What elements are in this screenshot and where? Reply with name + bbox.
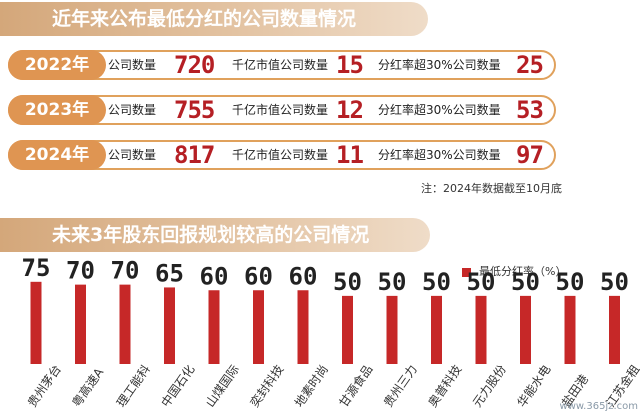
category-label-4: 中国石化: [158, 362, 198, 410]
legend-label: 最低分红率（%）: [479, 265, 567, 278]
bar-4: [164, 287, 175, 364]
value-label-10: 50: [422, 268, 451, 296]
stats-row-2024: 2024年 公司数量 817 千亿市值公司数量 11 分红率超30%公司数量 9…: [8, 140, 556, 170]
large-cap-value: 15: [336, 51, 364, 79]
stats-row-2022: 2022年 公司数量 720 千亿市值公司数量 15 分红率超30%公司数量 2…: [8, 50, 556, 80]
category-label-11: 元力股份: [470, 362, 509, 409]
category-label-5: 山煤国际: [203, 362, 242, 409]
bar-10: [431, 295, 442, 364]
value-label-11: 50: [467, 268, 496, 296]
value-label-4: 65: [155, 259, 184, 287]
stats-row-2023: 2023年 公司数量 755 千亿市值公司数量 12 分红率超30%公司数量 5…: [8, 95, 556, 125]
section2-banner: 未来3年股东回报规划较高的公司情况: [0, 218, 430, 252]
section1-title: 近年来公布最低分红的公司数量情况: [52, 8, 357, 30]
category-label-6: 奕封科技: [247, 362, 287, 410]
large-cap-value: 11: [336, 141, 364, 169]
companies-label: 公司数量: [108, 103, 157, 117]
value-label-13: 50: [556, 268, 585, 296]
companies-label: 公司数量: [108, 148, 157, 162]
category-label-12: 华能水电: [514, 362, 553, 409]
chart-legend: 最低分红率（%）: [462, 263, 566, 279]
large-cap-label: 千亿市值公司数量: [232, 148, 329, 162]
category-label-9: 贵州三力: [381, 362, 420, 409]
category-label-7: 地素时尚: [292, 362, 331, 409]
payout-value: 53: [516, 96, 544, 124]
bar-1: [30, 281, 42, 364]
value-label-12: 50: [511, 268, 540, 296]
bar-2: [75, 284, 86, 364]
footnote: 注：2024年数据截至10月底: [421, 182, 562, 195]
payout-bar-chart: 75 贵州茅台 70 粤高速A 70 理工能科 65 中国石化 60 山煤国际 60 奕封科技 60 地素…: [22, 258, 640, 410]
value-label-14: 50: [600, 268, 629, 296]
large-cap-label: 千亿市值公司数量: [232, 103, 329, 117]
year-label: 2022年: [8, 50, 106, 80]
bar-13: [564, 295, 576, 364]
value-label-1: 75: [22, 258, 51, 282]
section1-banner: 近年来公布最低分红的公司数量情况: [0, 2, 428, 36]
value-label-2: 70: [66, 258, 95, 285]
payout-label: 分红率超30%公司数量: [378, 58, 501, 72]
payout-value: 97: [516, 141, 544, 169]
value-label-3: 70: [111, 258, 140, 285]
bar-3: [119, 284, 131, 364]
bar-14: [609, 295, 620, 364]
category-label-2: 粤高速A: [69, 364, 107, 409]
companies-value: 720: [174, 51, 215, 79]
watermark: www.365jz.com: [559, 401, 638, 412]
payout-value: 25: [516, 51, 544, 79]
year-label: 2023年: [8, 95, 106, 125]
category-label-3: 理工能科: [114, 362, 153, 409]
category-label-10: 奥普科技: [425, 362, 464, 409]
section2-title: 未来3年股东回报规划较高的公司情况: [52, 224, 370, 246]
bar-7: [297, 290, 309, 364]
value-label-5: 60: [200, 262, 229, 290]
bar-11: [475, 295, 487, 364]
companies-value: 755: [174, 96, 215, 124]
companies-label: 公司数量: [108, 58, 157, 72]
value-label-8: 50: [333, 268, 362, 296]
bar-9: [386, 295, 398, 364]
year-label: 2024年: [8, 140, 106, 170]
bar-5: [208, 290, 220, 364]
payout-label: 分红率超30%公司数量: [378, 148, 501, 162]
large-cap-label: 千亿市值公司数量: [232, 58, 329, 72]
value-label-7: 60: [289, 262, 318, 290]
large-cap-value: 12: [336, 96, 364, 124]
category-label-1: 贵州茅台: [24, 362, 64, 410]
legend-swatch: [462, 267, 471, 277]
payout-label: 分红率超30%公司数量: [378, 103, 501, 117]
bar-6: [253, 290, 264, 364]
bar-8: [342, 295, 353, 364]
companies-value: 817: [174, 141, 215, 169]
category-label-8: 甘源食品: [336, 362, 376, 410]
value-label-6: 60: [244, 262, 273, 290]
bar-12: [520, 295, 531, 364]
value-label-9: 50: [378, 268, 407, 296]
